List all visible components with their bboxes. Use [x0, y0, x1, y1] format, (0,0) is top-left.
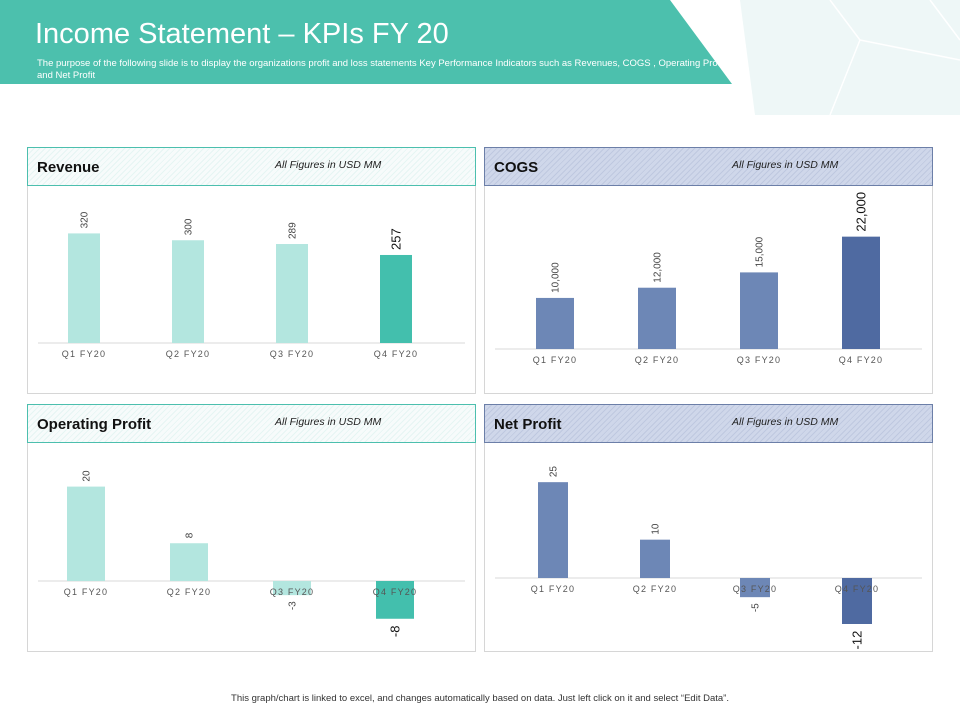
revenue-panel-header: Revenue All Figures in USD MM	[27, 147, 476, 186]
bar-q3-fy20	[276, 244, 308, 343]
revenue-panel-title: Revenue	[37, 159, 100, 176]
header-accent-line	[929, 0, 960, 41]
data-label: -5	[751, 603, 762, 612]
data-label: 15,000	[755, 236, 766, 267]
cogs-chart[interactable]: 10,000 Q1 FY20 12,000 Q2 FY20 15,000 Q3 FY20 2…	[485, 186, 932, 393]
page-title: Income Statement – KPIs FY 20	[35, 18, 449, 50]
net-profit-chart[interactable]: 25 Q1 FY20 10 Q2 FY20 -5 Q3 FY20 -12 Q4 FY20	[485, 443, 932, 651]
data-label: 257	[389, 228, 404, 250]
category-label: Q4 FY20	[839, 355, 883, 365]
net-profit-panel: Net Profit All Figures in USD MM 25 Q1 FY…	[484, 404, 933, 652]
bar-q4-fy20	[376, 581, 414, 619]
bar-q2-fy20	[640, 539, 670, 578]
net-profit-units-note: All Figures in USD MM	[732, 416, 839, 428]
header-accent-line	[859, 39, 960, 61]
operating-profit-panel-header: Operating Profit All Figures in USD MM	[27, 404, 476, 443]
header-accent-teal	[0, 0, 732, 84]
data-label: 10	[651, 523, 662, 535]
data-label: 10,000	[551, 262, 562, 293]
bar-q1-fy20	[536, 297, 574, 349]
category-label: Q2 FY20	[635, 355, 679, 365]
data-label: 300	[184, 218, 195, 235]
header-banner	[0, 0, 960, 116]
category-label: Q3 FY20	[270, 587, 314, 597]
net-profit-panel-title: Net Profit	[494, 416, 562, 433]
data-label: 25	[549, 466, 560, 478]
revenue-panel: Revenue All Figures in USD MM 320 Q1 FY20…	[27, 147, 476, 394]
data-label: 320	[80, 211, 91, 228]
category-label: Q1 FY20	[531, 584, 575, 594]
operating-profit-panel: Operating Profit All Figures in USD MM 2…	[27, 404, 476, 652]
bar-q4-fy20	[842, 236, 880, 349]
page-subtitle: The purpose of the following slide is to…	[37, 58, 726, 81]
bar-q1-fy20	[68, 233, 100, 343]
bar-q2-fy20	[172, 240, 204, 343]
operating-profit-panel-title: Operating Profit	[37, 416, 152, 433]
cogs-panel-header: COGS All Figures in USD MM	[484, 147, 933, 186]
bar-q2-fy20	[638, 287, 676, 349]
bar-q3-fy20	[273, 581, 311, 596]
category-label: Q4 FY20	[374, 349, 418, 359]
category-label: Q2 FY20	[633, 584, 677, 594]
revenue-chart[interactable]: 320 Q1 FY20 300 Q2 FY20 289 Q3 FY20 257 Q4 FY20	[28, 186, 475, 393]
category-label: Q3 FY20	[270, 349, 314, 359]
footer-note: This graph/chart is linked to excel, and…	[231, 693, 729, 704]
category-label: Q1 FY20	[533, 355, 577, 365]
category-label: Q2 FY20	[166, 349, 210, 359]
bar-q2-fy20	[170, 543, 208, 581]
category-label: Q1 FY20	[64, 587, 108, 597]
bar-q3-fy20	[740, 272, 778, 349]
category-label: Q2 FY20	[167, 587, 211, 597]
header-accent-light	[740, 0, 960, 115]
revenue-units-note: All Figures in USD MM	[275, 159, 382, 171]
data-label: -8	[388, 625, 403, 637]
data-label: 12,000	[653, 252, 664, 283]
operating-profit-units-note: All Figures in USD MM	[275, 416, 382, 428]
data-label: 22,000	[854, 192, 869, 232]
data-label: 289	[288, 222, 299, 239]
net-profit-panel-header: Net Profit All Figures in USD MM	[484, 404, 933, 443]
bar-q1-fy20	[67, 486, 105, 581]
data-label: -3	[288, 601, 299, 610]
data-label: 20	[82, 470, 93, 482]
bar-q4-fy20	[380, 254, 412, 343]
operating-profit-chart[interactable]: 20 Q1 FY20 8 Q2 FY20 -3 Q3 FY20 -8 Q4 FY20	[28, 443, 475, 651]
category-label: Q3 FY20	[733, 584, 777, 594]
data-label: -12	[850, 631, 865, 650]
category-label: Q1 FY20	[62, 349, 106, 359]
data-label: 8	[185, 532, 196, 538]
cogs-units-note: All Figures in USD MM	[732, 159, 839, 171]
category-label: Q4 FY20	[835, 584, 879, 594]
bar-q4-fy20	[842, 578, 872, 624]
bar-q1-fy20	[538, 482, 568, 578]
cogs-panel-title: COGS	[494, 159, 539, 176]
bar-q3-fy20	[740, 578, 770, 598]
cogs-panel: COGS All Figures in USD MM 10,000 Q1 FY20…	[484, 147, 933, 394]
category-label: Q3 FY20	[737, 355, 781, 365]
category-label: Q4 FY20	[373, 587, 417, 597]
